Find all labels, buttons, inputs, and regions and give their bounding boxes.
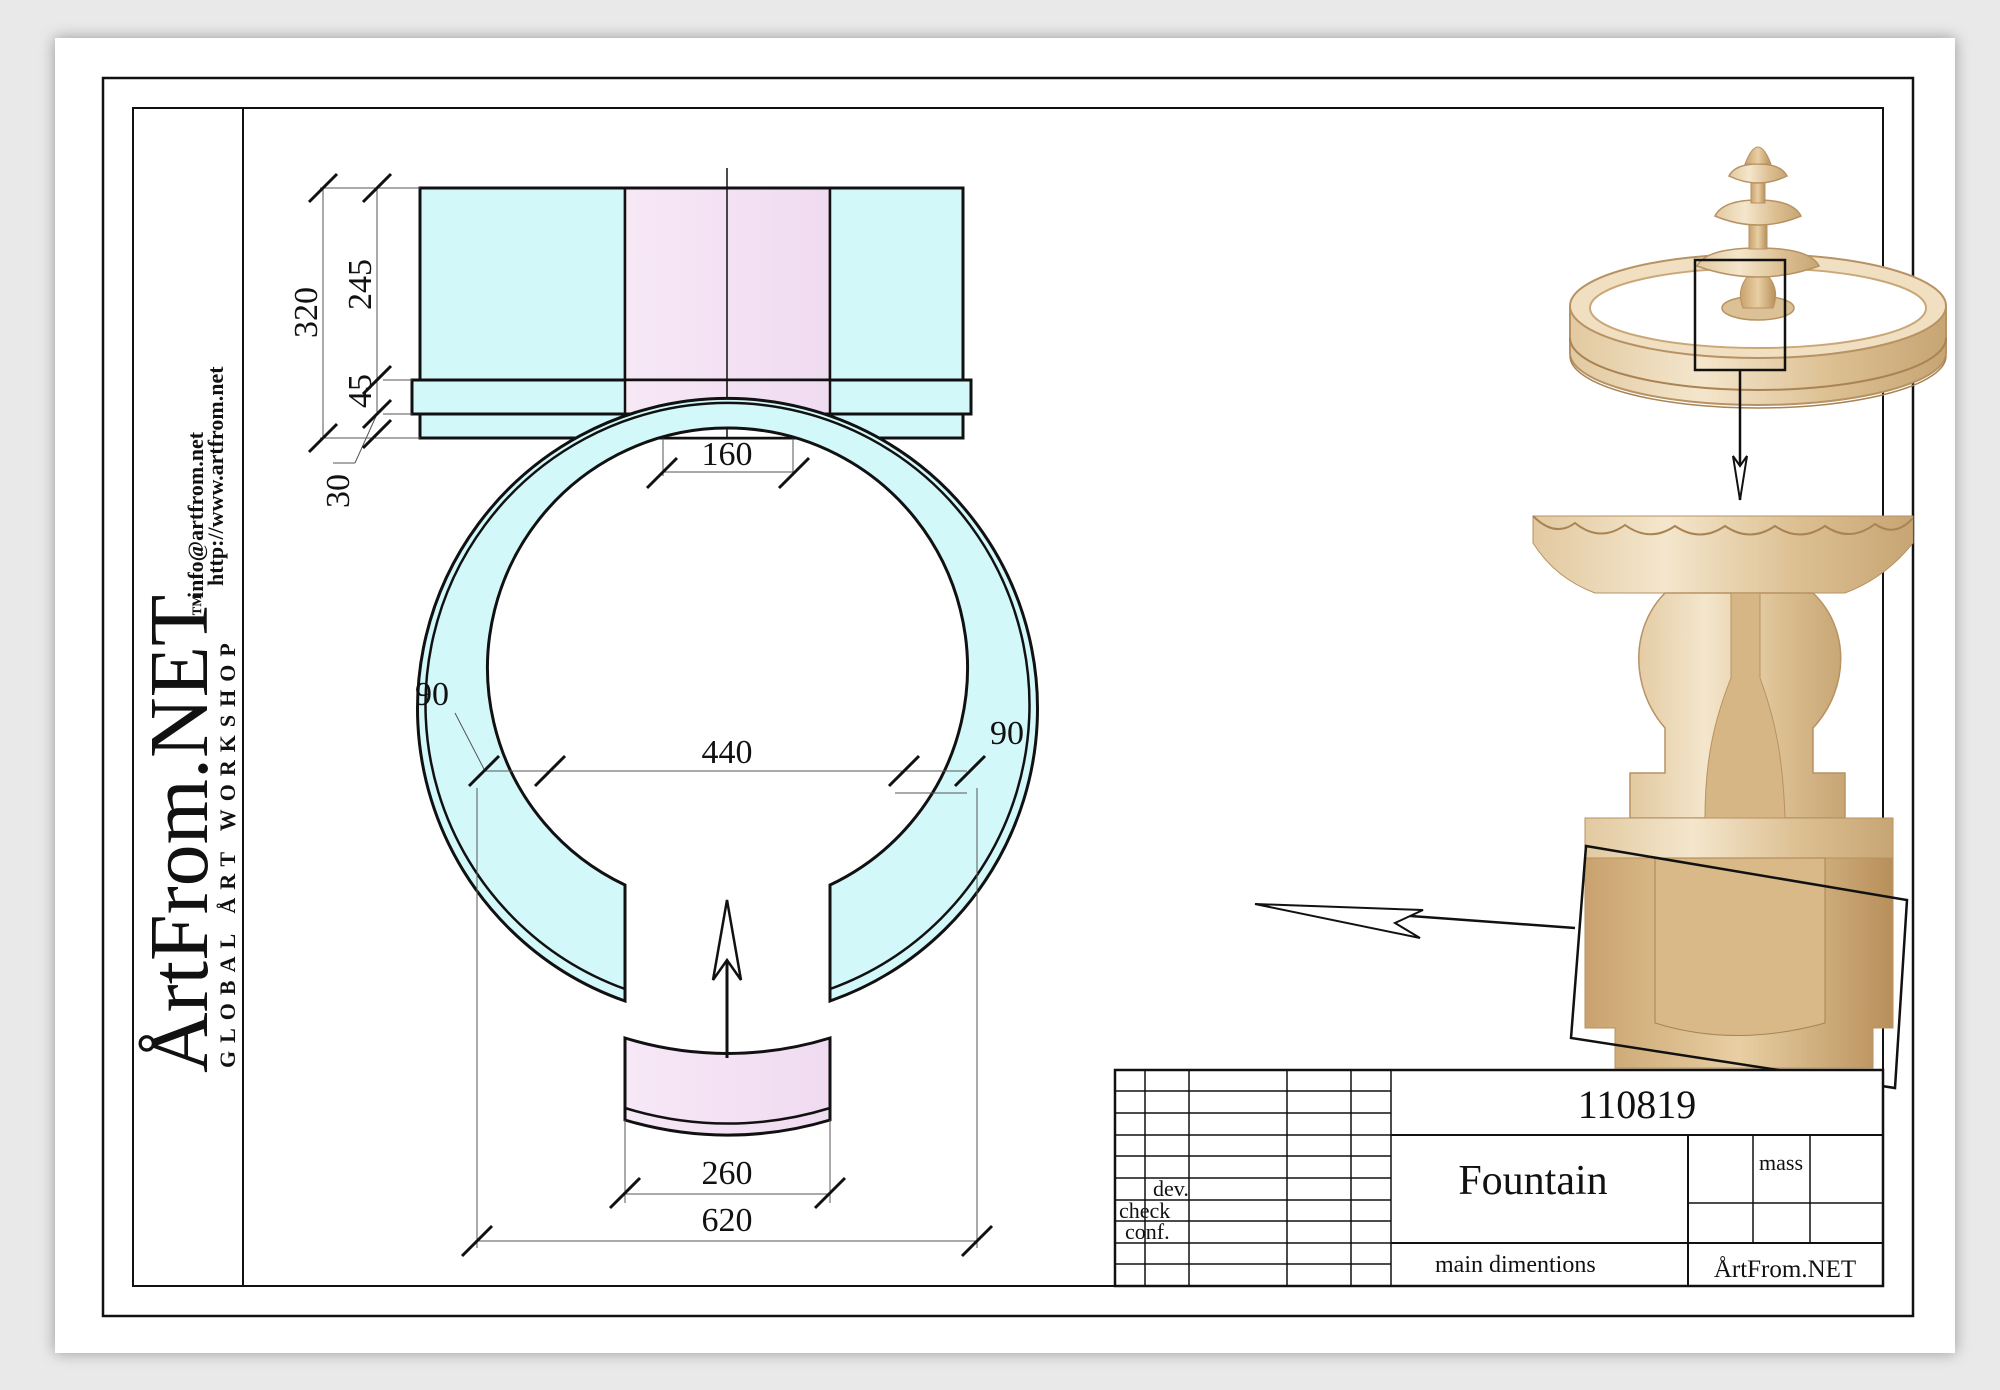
dim-wall-right: 90 (990, 715, 1024, 752)
title-block: 110819 Fountain main dimentions mass Årt… (1113, 1068, 1885, 1288)
trademark-mark: ™ (187, 594, 212, 616)
section-detail (1254, 515, 1914, 1090)
role-check: check (1119, 1198, 1170, 1223)
brand-website: http://www.artfrom.net (203, 366, 228, 586)
dim-wall-left: 90 (415, 676, 449, 713)
role-dev: dev. (1153, 1176, 1189, 1201)
dim-inlet-width: 160 (702, 436, 753, 473)
dim-rim-height: 45 (342, 374, 379, 408)
inner-frame (132, 107, 1884, 1287)
drawing-sheet: ÅrtFrom.NET GLOBAL ÅRT WORKSHOP ™ info@a… (55, 38, 1955, 1353)
technical-drawing: ÅrtFrom.NET GLOBAL ÅRT WORKSHOP ™ info@a… (101, 76, 1947, 1318)
dim-inlet-arc-width: 260 (702, 1155, 753, 1192)
logo-block: ÅrtFrom.NET GLOBAL ÅRT WORKSHOP ™ info@a… (133, 366, 240, 1073)
outer-frame (101, 76, 1915, 1318)
dim-base-height: 30 (320, 474, 357, 508)
dim-total-height: 320 (288, 287, 325, 338)
role-conf: conf. (1125, 1219, 1170, 1244)
plan-view: 440 90 90 260 620 (415, 397, 1039, 1258)
brand-email: info@artfrom.net (183, 431, 208, 598)
drawing-number: 110819 (1578, 1082, 1697, 1127)
drawing-subtitle: main dimentions (1435, 1252, 1596, 1278)
brand-tagline: GLOBAL ÅRT WORKSHOP (215, 635, 240, 1068)
dim-outer-diameter: 620 (702, 1202, 753, 1239)
company-name: ÅrtFrom.NET (1714, 1256, 1856, 1283)
brand-logo: ÅrtFrom.NET (133, 595, 226, 1073)
fountain-render (1569, 146, 1947, 501)
dim-upper-height: 245 (342, 259, 379, 310)
drawing-title: Fountain (1458, 1158, 1607, 1204)
mass-label: mass (1759, 1150, 1803, 1175)
dim-inner-diameter: 440 (702, 734, 753, 771)
